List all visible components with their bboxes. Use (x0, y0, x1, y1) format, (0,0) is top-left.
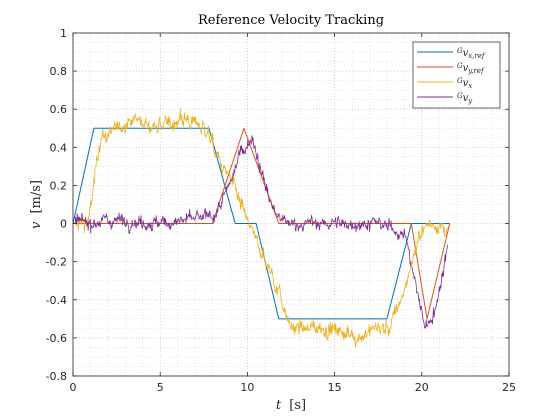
y-axis-symbol: v (29, 221, 44, 229)
y-tick-label: 1 (60, 27, 67, 40)
legend-symbol: v (463, 93, 469, 104)
series-line-4 (72, 135, 449, 329)
legend-subscript: y (467, 97, 473, 105)
y-tick-label: -0.2 (46, 256, 67, 269)
legend-frame-sup: G (457, 92, 463, 100)
x-tick-label: 0 (70, 381, 77, 394)
y-tick-label: -0.6 (46, 332, 67, 345)
series-line-2 (73, 127, 451, 320)
y-tick-label: 0.8 (50, 65, 68, 78)
tick-layer: 0 5 10 15 20 25 -0.8 -0.6 -0.4 -0.2 0 0.2 0.4 0.6 0.8 1 (46, 27, 516, 394)
x-tick-label: 25 (502, 381, 516, 394)
y-tick-label: -0.4 (46, 294, 67, 307)
y-axis-title: v [m/s] (29, 180, 44, 229)
series-line-1 (72, 127, 450, 320)
y-tick-label: 0.2 (50, 179, 68, 192)
y-tick-label: 0.4 (50, 141, 68, 154)
legend-symbol: v (463, 78, 469, 89)
y-tick-label: -0.8 (46, 370, 67, 383)
plot-frame (72, 32, 510, 377)
x-axis-unit: [s] (289, 398, 306, 413)
legend-frame-sup: G (457, 77, 463, 85)
legend-subscript: y,ref (467, 67, 485, 75)
legend-entry: Gvy (457, 92, 473, 105)
y-axis-unit: [m/s] (29, 180, 44, 214)
x-tick-label: 20 (415, 381, 429, 394)
x-tick-label: 15 (328, 381, 342, 394)
legend-symbol: v (463, 48, 469, 59)
x-tick-label: 10 (240, 381, 254, 394)
chart-title: Reference Velocity Tracking (198, 13, 384, 28)
legend-entry: Gvx,ref (457, 47, 486, 60)
legend-frame-sup: G (457, 47, 463, 55)
x-axis-symbol: t (276, 398, 282, 413)
legend-entry: Gvy,ref (457, 62, 485, 75)
x-tick-label: 5 (157, 381, 164, 394)
y-tick-label: 0.6 (50, 103, 68, 116)
y-tick-label: 0 (60, 218, 67, 231)
legend-frame-sup: G (457, 62, 463, 70)
legend-entry: Gvx (457, 77, 472, 90)
series-line-3 (73, 108, 448, 348)
series-layer (72, 108, 451, 348)
legend-symbol: v (463, 63, 469, 74)
legend-subscript: x (468, 82, 472, 90)
legend-subscript: x,ref (468, 52, 486, 60)
x-axis-title: t [s] (276, 398, 306, 413)
